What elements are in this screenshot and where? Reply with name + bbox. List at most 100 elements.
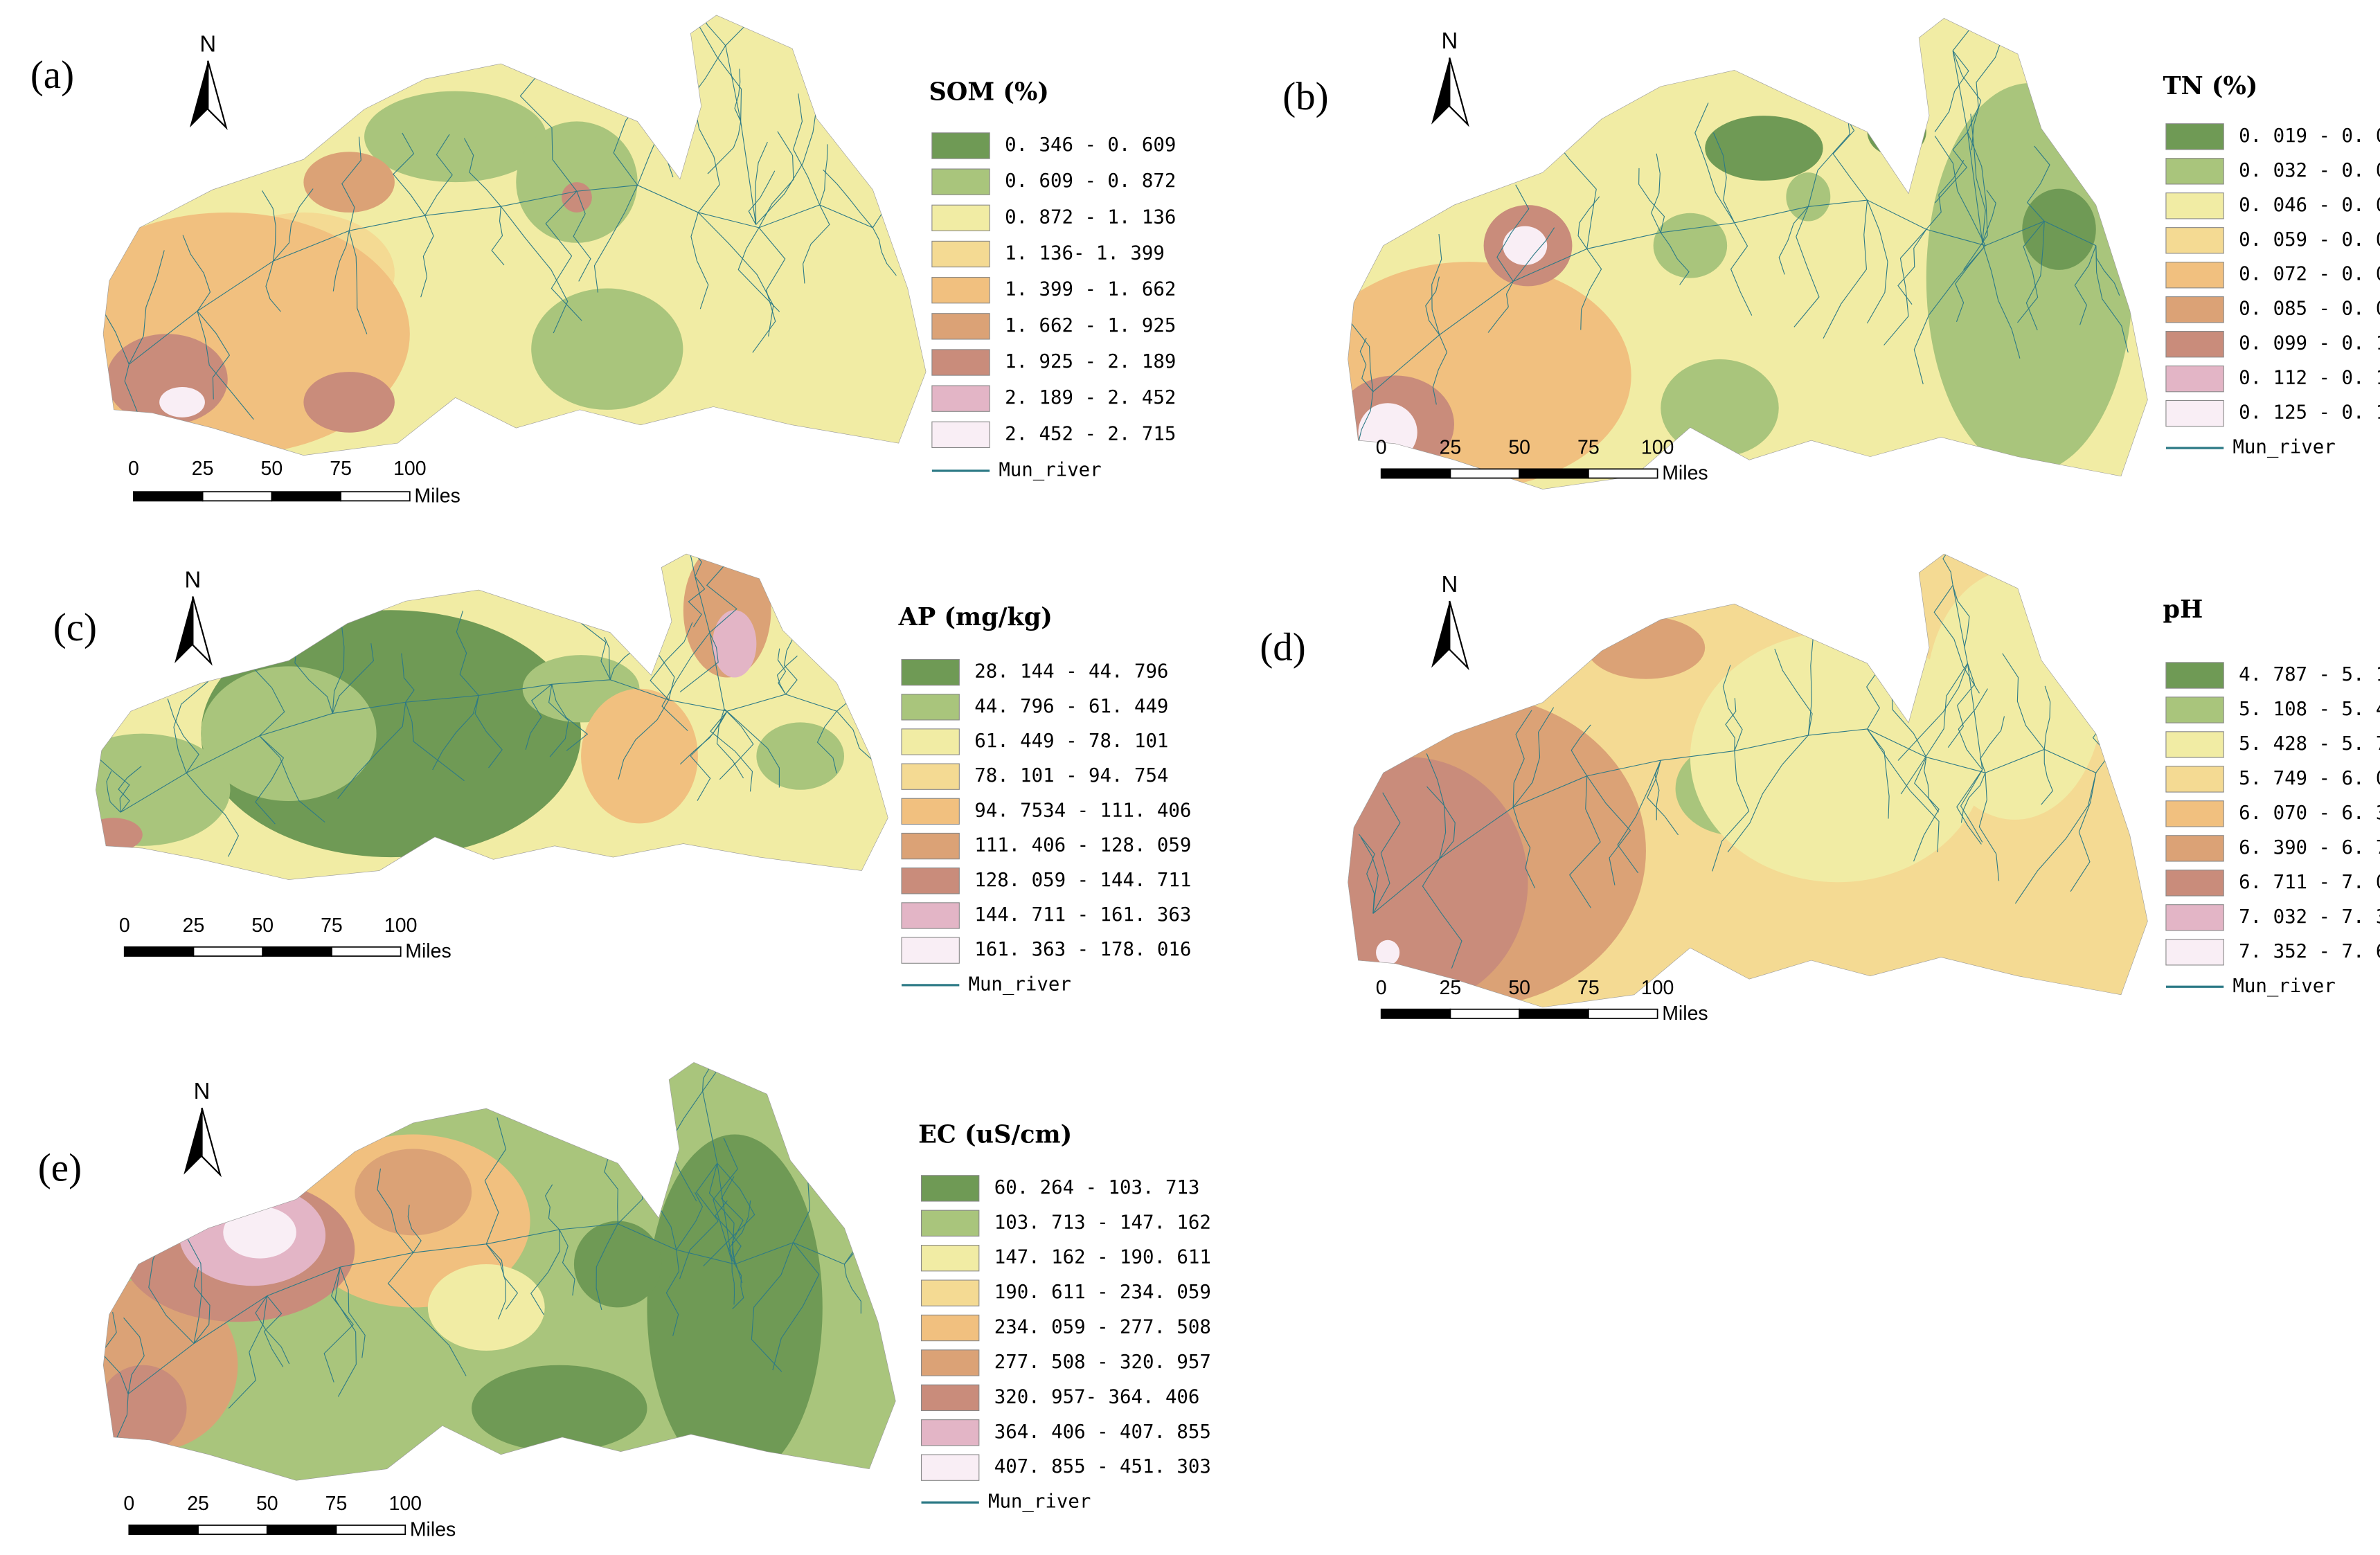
legend-swatch xyxy=(901,832,960,860)
legend-swatch xyxy=(2165,904,2224,931)
scale-segment xyxy=(1588,468,1658,479)
map-fill xyxy=(103,15,927,456)
legend-label: 277. 508 - 320. 957 xyxy=(994,1351,1211,1373)
legend-label: 0. 112 - 0. 125 xyxy=(2239,368,2380,389)
river xyxy=(1948,663,1974,748)
legend-swatch xyxy=(2165,800,2224,827)
north-arrow xyxy=(207,60,228,130)
river xyxy=(98,757,129,812)
map-zone xyxy=(472,1365,647,1452)
legend-label: 7. 032 - 7. 352 xyxy=(2239,906,2380,928)
river xyxy=(785,636,797,694)
river xyxy=(1426,753,1445,859)
river xyxy=(266,261,280,312)
river xyxy=(1868,729,1939,852)
north-arrow xyxy=(192,596,213,666)
river xyxy=(475,696,502,768)
map-zone xyxy=(1376,940,1400,965)
river xyxy=(650,622,692,700)
river xyxy=(1823,200,1868,339)
river xyxy=(703,986,722,1091)
scale-segment xyxy=(128,1525,199,1536)
map-zone xyxy=(1705,116,1823,181)
river xyxy=(680,1163,719,1279)
legend-swatch xyxy=(901,798,960,825)
map-zone xyxy=(1586,616,1706,679)
legend-label: 1. 136- 1. 399 xyxy=(1005,242,1165,264)
legend-label: 28. 144 - 44. 796 xyxy=(974,661,1168,683)
river xyxy=(820,144,827,205)
river xyxy=(342,137,361,231)
river xyxy=(1926,160,1964,229)
legend-swatch xyxy=(2165,331,2224,358)
scale-segment xyxy=(335,1525,406,1536)
scale-segment xyxy=(1449,468,1521,479)
legend-label: 2. 452 - 2. 715 xyxy=(1005,423,1176,444)
legend-label: 128. 059 - 144. 711 xyxy=(974,870,1191,891)
river xyxy=(836,618,888,711)
river xyxy=(1571,725,1591,776)
north-label: N xyxy=(1441,28,1458,53)
scale-unit: Miles xyxy=(410,1518,456,1540)
legend-swatch xyxy=(901,658,960,686)
legend-swatch xyxy=(920,1210,980,1237)
legend-river-label: Mun_river xyxy=(2233,976,2335,997)
legend-swatch xyxy=(2165,123,2224,150)
river xyxy=(618,700,669,780)
river xyxy=(709,1163,742,1283)
river xyxy=(425,134,452,215)
map xyxy=(0,0,1062,607)
river xyxy=(1488,281,1513,332)
map-zone xyxy=(159,387,205,417)
river xyxy=(264,1296,283,1367)
panel: (a) N SOM (%) 0. 346 - 0. 609 0. 609 - 0. 87… xyxy=(0,0,1176,607)
legend-label: 190. 611 - 234. 059 xyxy=(994,1282,1211,1303)
river xyxy=(183,235,210,312)
river xyxy=(1884,229,1926,345)
map-zone xyxy=(1867,107,1926,156)
scale-unit: Miles xyxy=(414,485,460,507)
legend-label: 1. 925 - 2. 189 xyxy=(1005,351,1176,372)
river xyxy=(751,1243,793,1372)
legend-swatch xyxy=(931,349,990,376)
river xyxy=(690,711,727,800)
scale-label: 100 xyxy=(388,1493,422,1515)
map-zone xyxy=(303,152,395,213)
scale-label: 100 xyxy=(1641,436,1674,458)
river xyxy=(1695,102,1735,222)
scale-label: 0 xyxy=(128,458,139,480)
river xyxy=(128,1224,844,1394)
river xyxy=(295,646,332,713)
legend-label: 147. 162 - 190. 611 xyxy=(994,1247,1211,1268)
river xyxy=(335,1267,356,1396)
river xyxy=(688,577,704,627)
river xyxy=(1779,206,1808,274)
map-zone xyxy=(427,1264,545,1351)
legend-swatch xyxy=(931,204,990,232)
map-zone xyxy=(573,1221,662,1308)
river xyxy=(680,633,718,692)
river xyxy=(596,1224,618,1310)
legend-label: 320. 957- 364. 406 xyxy=(994,1386,1200,1408)
river xyxy=(803,205,830,283)
river xyxy=(691,213,708,309)
river xyxy=(1359,834,1375,914)
river xyxy=(393,133,425,215)
legend-swatch xyxy=(2165,870,2224,897)
legend-river-label: Mun_river xyxy=(2233,437,2335,458)
river xyxy=(646,503,695,577)
river xyxy=(1513,710,1532,807)
legend-swatch xyxy=(901,694,960,721)
river xyxy=(1961,773,1985,823)
legend-swatch xyxy=(901,902,960,929)
river xyxy=(1422,859,1462,968)
legend-swatch xyxy=(920,1245,980,1272)
map-outline xyxy=(103,15,926,456)
legend-label: 111. 406 - 128. 059 xyxy=(974,835,1191,856)
river xyxy=(1935,136,1985,245)
river xyxy=(340,1267,365,1358)
map xyxy=(1248,532,2280,1164)
river xyxy=(492,206,504,265)
scale-label: 25 xyxy=(183,915,205,937)
